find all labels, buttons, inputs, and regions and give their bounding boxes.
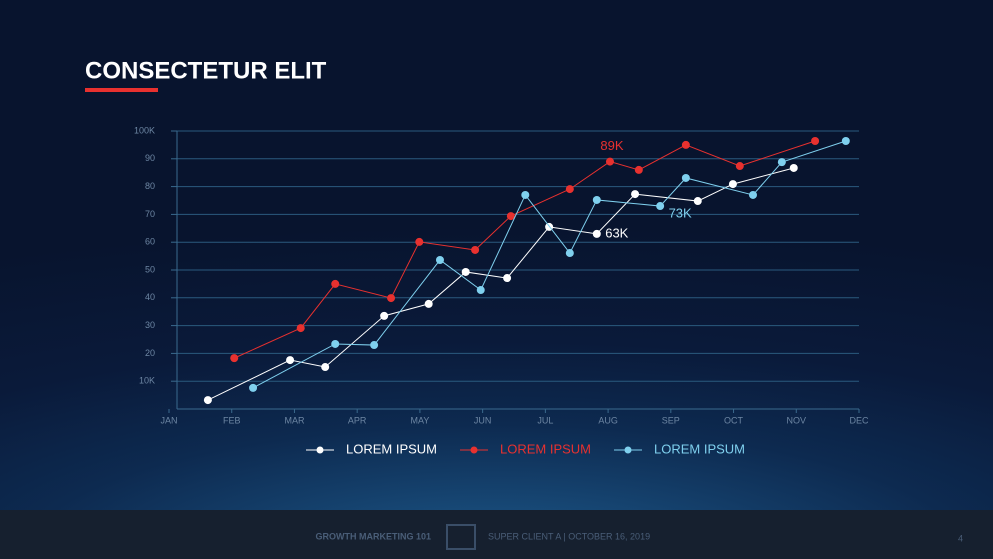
footer-right: SUPER CLIENT A | OCTOBER 16, 2019 (488, 531, 650, 541)
data-point (656, 202, 665, 211)
data-point (380, 311, 389, 320)
data-point (503, 274, 512, 283)
data-point (777, 158, 786, 167)
data-point (592, 195, 601, 204)
data-point (789, 163, 798, 172)
x-tick-label: DEC (849, 415, 869, 425)
x-tick-label: APR (348, 415, 367, 425)
x-tick-label: NOV (787, 415, 807, 425)
y-tick-label: 40 (145, 292, 155, 302)
legend-marker (624, 446, 632, 454)
data-point (506, 212, 515, 221)
data-point (565, 185, 574, 194)
data-point (331, 339, 340, 348)
x-tick-label: SEP (662, 415, 680, 425)
data-point (681, 173, 690, 182)
data-point (811, 137, 820, 146)
y-tick-label: 80 (145, 181, 155, 191)
data-point (321, 363, 330, 372)
y-tick-label: 30 (145, 320, 155, 330)
footer-left: GROWTH MARKETING 101 (315, 531, 431, 541)
x-tick-label: FEB (223, 415, 241, 425)
page-number: 4 (958, 533, 963, 543)
data-point (735, 162, 744, 171)
y-tick-label: 70 (145, 209, 155, 219)
data-point (728, 180, 737, 189)
data-point (331, 279, 340, 288)
data-point (461, 267, 470, 276)
data-point (286, 356, 295, 365)
data-label: 73K (669, 205, 692, 220)
title-underline (85, 88, 158, 92)
data-point (230, 354, 239, 363)
footer-logo (446, 524, 476, 550)
data-point (634, 165, 643, 174)
data-label: 89K (600, 138, 623, 153)
data-point (415, 237, 424, 246)
data-point (296, 324, 305, 333)
y-tick-label: 100K (134, 125, 155, 135)
data-point (748, 190, 757, 199)
x-tick-label: JUN (474, 415, 492, 425)
legend-label: LOREM IPSUM (500, 441, 591, 456)
data-point (476, 286, 485, 295)
x-tick-label: OCT (724, 415, 744, 425)
data-point (693, 197, 702, 206)
y-tick-label: 50 (145, 264, 155, 274)
slide-title: CONSECTETUR ELIT (85, 57, 327, 84)
data-point (424, 299, 433, 308)
legend-label: LOREM IPSUM (654, 441, 745, 456)
y-tick-label: 90 (145, 153, 155, 163)
x-tick-label: JUL (537, 415, 553, 425)
legend-marker (470, 446, 478, 454)
legend-label: LOREM IPSUM (346, 441, 437, 456)
y-tick-label: 10K (139, 376, 155, 386)
x-tick-label: AUG (598, 415, 618, 425)
data-point (521, 190, 530, 199)
data-point (631, 190, 640, 199)
data-point (681, 140, 690, 149)
y-tick-label: 20 (145, 348, 155, 358)
x-tick-label: JAN (160, 415, 177, 425)
data-point (370, 341, 379, 350)
legend-marker (316, 446, 324, 454)
x-tick-label: MAY (410, 415, 429, 425)
x-tick-label: MAR (284, 415, 305, 425)
data-point (387, 294, 396, 303)
data-point (471, 245, 480, 254)
data-point (592, 229, 601, 238)
data-point (565, 249, 574, 258)
data-point (841, 137, 850, 146)
data-point (203, 396, 212, 405)
data-point (435, 255, 444, 264)
data-point (249, 383, 258, 392)
data-label: 63K (605, 225, 628, 240)
y-tick-label: 60 (145, 237, 155, 247)
data-point (605, 157, 614, 166)
footer-bar (0, 510, 993, 559)
